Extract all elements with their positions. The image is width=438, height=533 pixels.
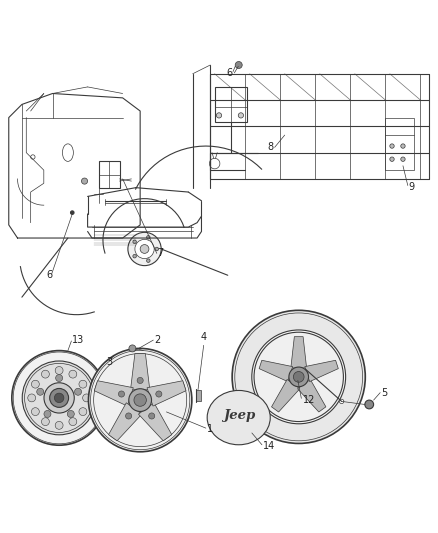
Circle shape xyxy=(232,310,365,443)
Circle shape xyxy=(390,157,394,161)
Circle shape xyxy=(42,370,49,378)
Polygon shape xyxy=(131,353,150,390)
Text: 2: 2 xyxy=(154,335,160,345)
Circle shape xyxy=(83,394,91,402)
Text: 4: 4 xyxy=(201,332,207,342)
Circle shape xyxy=(79,380,87,388)
Polygon shape xyxy=(305,360,338,382)
Circle shape xyxy=(147,259,150,262)
Polygon shape xyxy=(297,379,326,412)
Bar xyxy=(196,391,201,401)
Circle shape xyxy=(74,388,81,395)
Text: 13: 13 xyxy=(72,335,85,345)
Text: 9: 9 xyxy=(409,182,415,192)
Text: 1: 1 xyxy=(207,424,213,434)
Circle shape xyxy=(31,155,35,159)
Circle shape xyxy=(140,245,149,253)
Bar xyxy=(215,87,247,122)
Polygon shape xyxy=(109,403,142,441)
Circle shape xyxy=(42,418,49,426)
Circle shape xyxy=(133,254,136,258)
Circle shape xyxy=(32,380,39,388)
Circle shape xyxy=(32,408,39,416)
Text: 14: 14 xyxy=(263,441,275,451)
Text: 7: 7 xyxy=(158,248,164,259)
Circle shape xyxy=(88,349,192,452)
Circle shape xyxy=(118,391,124,397)
Circle shape xyxy=(216,113,222,118)
Text: 6: 6 xyxy=(226,68,232,78)
Circle shape xyxy=(293,372,304,382)
Text: 12: 12 xyxy=(303,394,315,405)
Circle shape xyxy=(401,144,405,148)
Circle shape xyxy=(56,375,63,382)
Circle shape xyxy=(155,247,159,251)
Circle shape xyxy=(55,422,63,429)
Circle shape xyxy=(134,394,146,406)
Text: Jeep: Jeep xyxy=(223,409,255,422)
Circle shape xyxy=(67,410,74,417)
Polygon shape xyxy=(272,379,300,412)
Circle shape xyxy=(28,394,35,402)
Circle shape xyxy=(44,383,74,413)
Circle shape xyxy=(69,418,77,426)
Bar xyxy=(385,118,414,170)
Circle shape xyxy=(238,113,244,118)
Circle shape xyxy=(129,345,136,352)
Circle shape xyxy=(137,377,143,384)
Polygon shape xyxy=(94,381,133,406)
Circle shape xyxy=(22,361,96,435)
Circle shape xyxy=(156,391,162,397)
Circle shape xyxy=(401,157,405,161)
Circle shape xyxy=(44,410,51,417)
Circle shape xyxy=(128,232,161,265)
Circle shape xyxy=(209,158,220,169)
Text: 6: 6 xyxy=(46,270,52,280)
Circle shape xyxy=(254,332,343,422)
Circle shape xyxy=(54,393,64,402)
Circle shape xyxy=(129,389,152,411)
Circle shape xyxy=(69,370,77,378)
Text: 3: 3 xyxy=(106,357,113,367)
Circle shape xyxy=(71,211,74,214)
Circle shape xyxy=(133,240,136,244)
Circle shape xyxy=(235,61,242,69)
Circle shape xyxy=(126,413,132,419)
Circle shape xyxy=(148,413,155,419)
FancyBboxPatch shape xyxy=(99,161,120,188)
Polygon shape xyxy=(259,360,293,382)
Polygon shape xyxy=(147,381,186,406)
Circle shape xyxy=(147,236,150,239)
Circle shape xyxy=(365,400,374,409)
Circle shape xyxy=(289,367,308,387)
Polygon shape xyxy=(138,403,172,441)
Circle shape xyxy=(37,388,44,395)
Polygon shape xyxy=(291,337,307,368)
Circle shape xyxy=(252,330,346,424)
Circle shape xyxy=(390,144,394,148)
Circle shape xyxy=(49,389,69,407)
Circle shape xyxy=(12,351,106,445)
Text: 5: 5 xyxy=(381,387,387,398)
Circle shape xyxy=(55,367,63,374)
Circle shape xyxy=(339,399,344,403)
Circle shape xyxy=(81,178,88,184)
Text: 8: 8 xyxy=(268,142,274,152)
Circle shape xyxy=(79,408,87,416)
Circle shape xyxy=(135,239,154,259)
Ellipse shape xyxy=(207,391,270,445)
